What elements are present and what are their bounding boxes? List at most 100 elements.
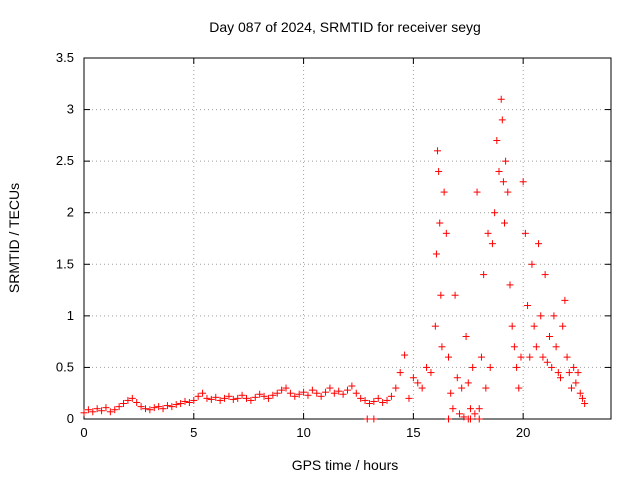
data-point — [194, 392, 202, 400]
data-point — [418, 384, 426, 392]
data-point — [455, 410, 463, 418]
data-point — [524, 302, 532, 310]
data-points — [80, 95, 589, 423]
data-point — [80, 409, 88, 417]
data-point — [106, 408, 114, 416]
data-point — [300, 388, 308, 396]
data-point — [150, 404, 158, 412]
data-point — [387, 392, 395, 400]
data-point — [445, 415, 453, 423]
x-tick-label: 10 — [296, 425, 310, 440]
data-point — [473, 188, 481, 196]
data-point — [539, 353, 547, 361]
data-point — [330, 389, 338, 397]
data-point — [256, 390, 264, 398]
data-point — [519, 178, 527, 186]
data-point — [480, 271, 488, 279]
data-point — [541, 271, 549, 279]
data-point — [567, 384, 575, 392]
data-point — [556, 374, 564, 382]
data-point — [120, 400, 128, 408]
data-point — [212, 393, 220, 401]
data-point — [554, 369, 562, 377]
data-point — [383, 396, 391, 404]
data-point — [543, 358, 551, 366]
x-axis-ticks: 0 5 10 15 20 — [80, 58, 530, 440]
data-point — [234, 394, 242, 402]
data-point — [344, 386, 351, 394]
data-point — [471, 410, 479, 418]
data-point — [396, 369, 404, 377]
data-point — [221, 394, 229, 402]
data-point — [207, 395, 215, 403]
data-point — [449, 405, 457, 413]
y-tick-label: 3.5 — [56, 50, 74, 65]
data-point — [93, 405, 101, 413]
data-point — [530, 322, 538, 330]
data-point — [172, 401, 180, 409]
x-axis-label: GPS time / hours — [292, 457, 399, 473]
data-point — [128, 394, 136, 402]
data-point — [414, 379, 422, 387]
data-point — [436, 219, 444, 227]
data-point — [155, 403, 163, 411]
data-point — [504, 188, 512, 196]
data-point — [515, 384, 523, 392]
data-point — [466, 415, 474, 423]
data-point — [409, 374, 417, 382]
data-point — [84, 406, 92, 414]
data-point — [506, 281, 514, 289]
data-point — [317, 392, 325, 400]
data-point — [517, 353, 525, 361]
data-point — [437, 291, 445, 299]
data-point — [451, 291, 459, 299]
data-point — [559, 322, 567, 330]
data-point — [495, 167, 503, 175]
data-point — [238, 391, 246, 399]
data-point — [264, 394, 272, 402]
data-point — [532, 343, 540, 351]
data-point — [89, 408, 97, 416]
data-point — [484, 229, 492, 237]
data-point — [563, 353, 571, 361]
x-tick-label: 20 — [516, 425, 530, 440]
data-point — [565, 369, 573, 377]
data-point — [431, 322, 439, 330]
x-tick-label: 15 — [406, 425, 420, 440]
data-point — [574, 369, 582, 377]
data-point — [229, 395, 237, 403]
data-point — [326, 384, 334, 392]
data-point — [486, 363, 494, 371]
data-point — [308, 386, 316, 394]
data-point — [453, 374, 461, 382]
data-point — [513, 363, 521, 371]
data-point — [405, 394, 413, 402]
data-point — [440, 188, 448, 196]
data-point — [491, 209, 499, 217]
data-point — [365, 400, 373, 408]
data-point — [550, 312, 558, 320]
y-tick-label: 0 — [67, 411, 74, 426]
data-point — [286, 389, 294, 397]
data-point — [499, 178, 507, 186]
data-point — [434, 147, 442, 155]
data-point — [295, 390, 303, 398]
data-point — [497, 95, 505, 103]
data-point — [273, 389, 281, 397]
data-point — [168, 403, 176, 411]
data-point — [190, 396, 198, 404]
data-point — [98, 407, 106, 415]
y-tick-label: 1.5 — [56, 256, 74, 271]
x-tick-label: 0 — [80, 425, 87, 440]
data-point — [278, 386, 286, 394]
y-tick-label: 2.5 — [56, 153, 74, 168]
data-point — [199, 389, 207, 397]
data-point — [361, 396, 369, 404]
data-point — [528, 260, 536, 268]
data-point — [363, 415, 371, 423]
grid-lines — [84, 58, 611, 419]
data-point — [181, 397, 189, 405]
data-point — [501, 219, 509, 227]
data-point — [313, 389, 321, 397]
